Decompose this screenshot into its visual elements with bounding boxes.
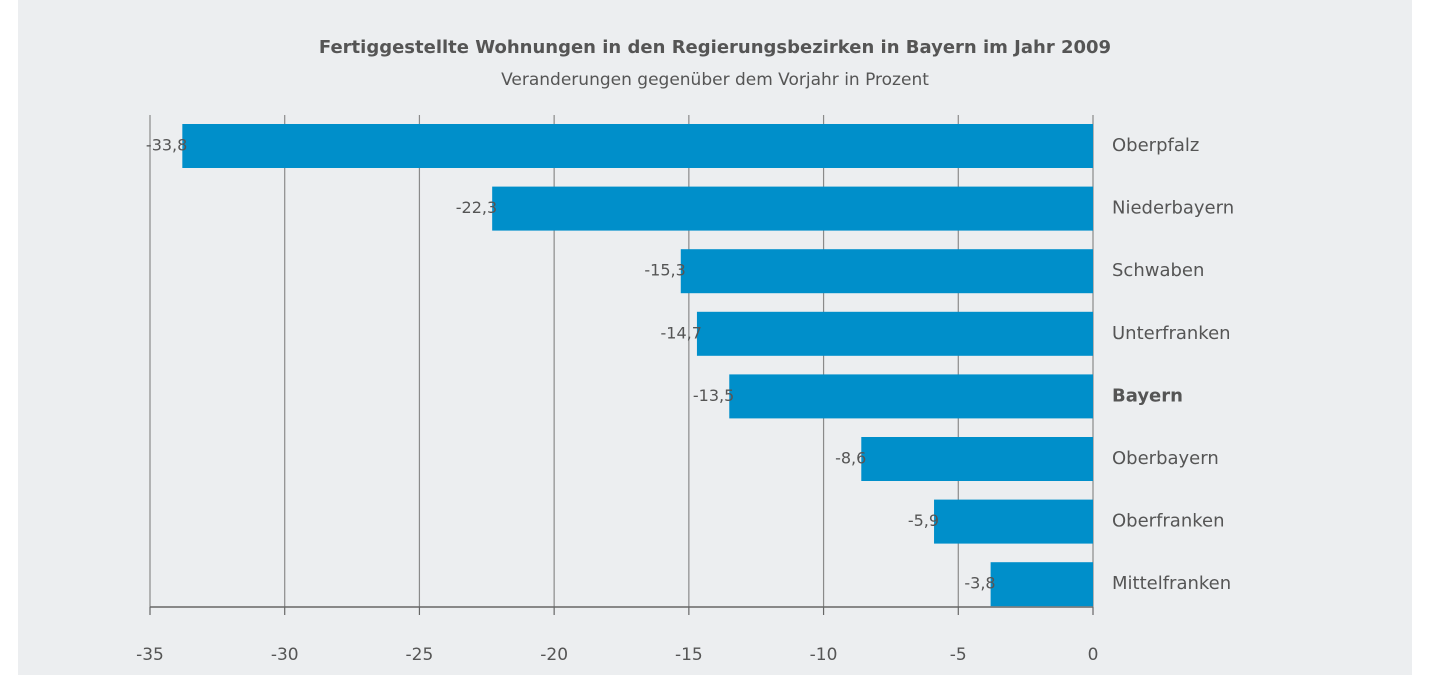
bar [934,499,1093,544]
bar [990,562,1093,607]
bar [182,124,1093,168]
data-label: -8,6 [835,449,866,468]
x-tick-label: -30 [271,645,299,665]
bar [861,437,1093,481]
bar [729,374,1093,419]
category-label: Schwaben [1112,260,1204,281]
x-tick-label: -35 [136,645,164,665]
category-label: Oberfranken [1112,511,1225,532]
x-tick-label: -5 [950,645,967,665]
x-tick-label: -25 [406,645,434,665]
chart-subtitle: Veranderungen gegenüber dem Vorjahr in P… [501,70,929,90]
bar [492,186,1093,231]
category-label: Mittelfranken [1112,573,1231,594]
bar [696,311,1093,356]
data-label: -13,5 [693,386,734,405]
category-label: Unterfranken [1112,323,1231,344]
data-label: -15,3 [644,261,685,280]
category-label: Oberpfalz [1112,135,1199,156]
x-tick-label: -15 [675,645,703,665]
chart-title: Fertiggestellte Wohnungen in den Regieru… [319,37,1111,58]
category-label: Oberbayern [1112,448,1219,469]
x-tick-label: -10 [810,645,838,665]
category-label: Niederbayern [1112,198,1234,219]
data-label: -3,8 [964,574,995,593]
data-label: -33,8 [146,136,187,155]
x-tick-label: -20 [540,645,568,665]
bar [680,249,1093,294]
x-tick-label: 0 [1088,645,1099,665]
data-label: -5,9 [908,511,939,530]
data-label: -22,3 [456,198,497,217]
data-label: -14,7 [661,323,702,342]
category-label: Bayern [1112,385,1183,406]
